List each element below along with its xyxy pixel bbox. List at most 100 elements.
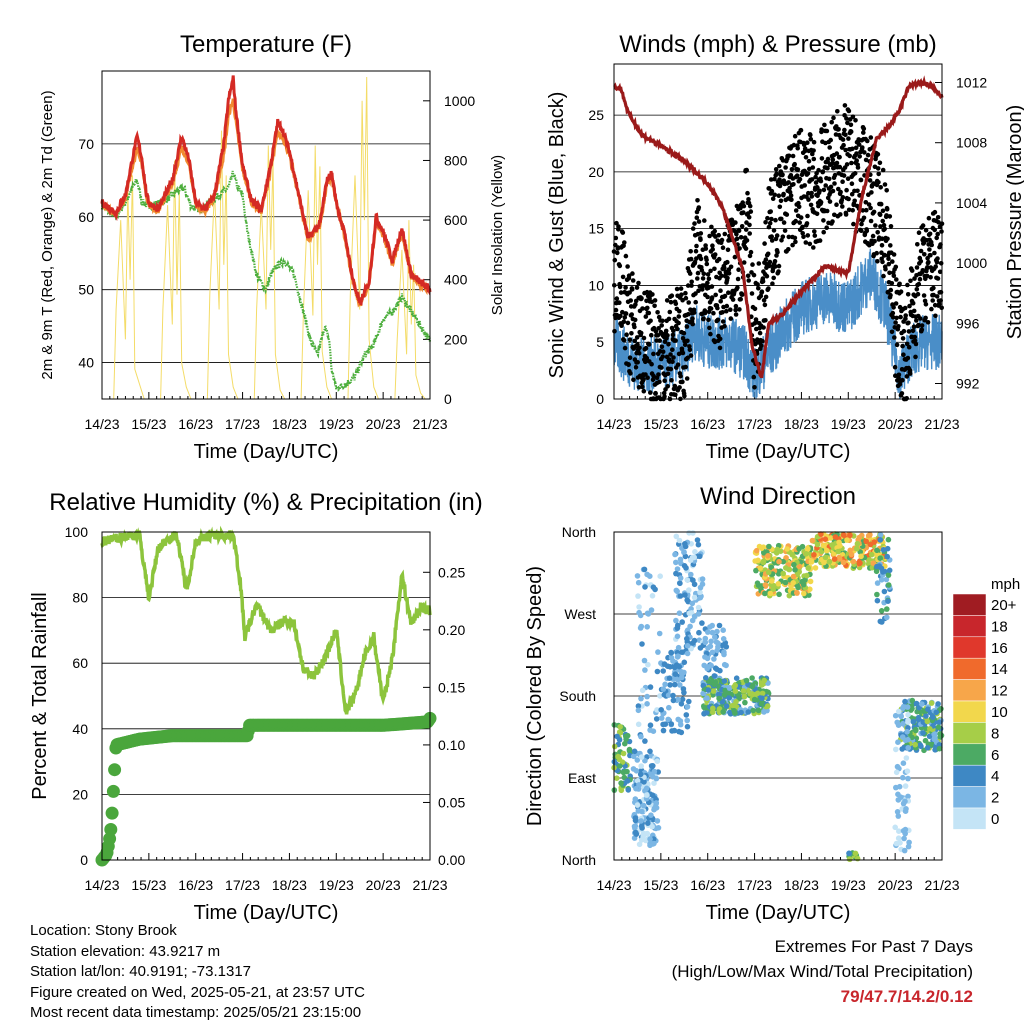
gust-point bbox=[918, 248, 924, 254]
wind-xtick-label: 21/23 bbox=[924, 416, 959, 432]
direction-point bbox=[710, 688, 717, 694]
gust-point bbox=[623, 253, 629, 259]
gust-point bbox=[747, 222, 752, 228]
extremes-box: Extremes For Past 7 Days (High/Low/Max W… bbox=[672, 934, 973, 1009]
gust-point bbox=[916, 281, 922, 287]
gust-point bbox=[617, 263, 623, 269]
direction-point bbox=[683, 712, 690, 718]
gust-point bbox=[872, 238, 877, 244]
gust-point bbox=[778, 198, 784, 204]
gust-point bbox=[880, 218, 885, 224]
colorbar-swatch bbox=[952, 764, 987, 787]
direction-point bbox=[836, 539, 842, 546]
gust-point bbox=[802, 183, 807, 188]
rh-y-label: Percent & Total Rainfall bbox=[29, 592, 51, 800]
direction-point bbox=[893, 784, 899, 791]
gust-point bbox=[668, 352, 673, 357]
gust-point bbox=[787, 185, 792, 191]
gust-point bbox=[911, 324, 917, 330]
gust-point bbox=[712, 252, 718, 257]
dir-ytick-label: West bbox=[564, 606, 596, 622]
gust-point bbox=[688, 256, 694, 262]
direction-point bbox=[762, 582, 769, 588]
gust-point bbox=[932, 209, 938, 215]
gust-point bbox=[685, 338, 690, 344]
gust-point bbox=[838, 212, 843, 217]
direction-point bbox=[874, 597, 881, 604]
direction-point bbox=[620, 750, 627, 757]
gust-point bbox=[662, 339, 668, 345]
direction-point bbox=[682, 592, 688, 598]
gust-point bbox=[875, 152, 881, 157]
temp-ytick-label: 60 bbox=[78, 209, 94, 225]
gust-point bbox=[880, 259, 885, 265]
direction-point bbox=[805, 565, 812, 571]
direction-point bbox=[638, 754, 645, 760]
rh-xtick-label: 19/23 bbox=[319, 877, 354, 893]
colorbar-swatch bbox=[952, 700, 987, 723]
direction-point bbox=[782, 579, 789, 586]
gust-point bbox=[686, 300, 691, 305]
dir-xtick-label: 14/23 bbox=[596, 877, 631, 893]
direction-point bbox=[936, 719, 942, 726]
gust-point bbox=[883, 266, 888, 272]
gust-point bbox=[689, 279, 694, 285]
direction-point bbox=[656, 630, 663, 637]
gust-point bbox=[746, 278, 751, 283]
direction-point bbox=[912, 741, 918, 748]
gust-point bbox=[670, 347, 675, 353]
gust-point bbox=[769, 188, 775, 194]
gust-point bbox=[779, 238, 784, 243]
direction-point bbox=[900, 828, 907, 834]
gust-point bbox=[884, 207, 890, 212]
gust-point bbox=[740, 292, 745, 297]
wind-ytick-label: 20 bbox=[588, 164, 604, 180]
gust-point bbox=[789, 167, 795, 172]
gust-point bbox=[746, 197, 751, 202]
gust-point bbox=[670, 332, 676, 338]
direction-point bbox=[658, 707, 664, 713]
gust-point bbox=[632, 338, 637, 344]
gust-point bbox=[728, 316, 734, 321]
gust-point bbox=[684, 324, 690, 329]
gust-point bbox=[929, 242, 934, 248]
direction-point bbox=[820, 542, 827, 549]
wind-ytick-right-label: 992 bbox=[956, 375, 980, 391]
gust-point bbox=[614, 220, 619, 226]
direction-point bbox=[648, 763, 655, 769]
gust-point bbox=[891, 305, 896, 310]
gust-point bbox=[906, 329, 912, 334]
gust-point bbox=[615, 250, 620, 256]
gust-point bbox=[910, 328, 916, 334]
gust-point bbox=[623, 285, 628, 290]
gust-point bbox=[724, 308, 729, 314]
gust-point bbox=[781, 220, 787, 225]
direction-point bbox=[691, 637, 698, 644]
gust-point bbox=[886, 256, 891, 262]
direction-point bbox=[784, 546, 790, 552]
gust-point bbox=[934, 235, 939, 241]
gust-point bbox=[863, 200, 869, 205]
direction-point bbox=[809, 537, 816, 544]
gust-point bbox=[691, 310, 697, 315]
direction-point bbox=[832, 534, 839, 540]
direction-point bbox=[691, 554, 697, 561]
temp-xtick-label: 21/23 bbox=[412, 416, 447, 432]
gust-point bbox=[875, 230, 880, 235]
direction-point bbox=[884, 614, 890, 621]
direction-point bbox=[915, 716, 922, 723]
gust-point bbox=[640, 384, 645, 390]
dir-ytick-label: South bbox=[559, 688, 596, 704]
gust-point bbox=[809, 194, 815, 199]
gust-point bbox=[932, 250, 937, 256]
gust-point bbox=[879, 243, 885, 248]
gust-point bbox=[898, 314, 903, 320]
gust-point bbox=[821, 218, 826, 223]
gust-point bbox=[918, 316, 923, 321]
direction-point bbox=[932, 731, 938, 737]
direction-point bbox=[924, 745, 931, 751]
dir-ytick-label: East bbox=[568, 770, 596, 786]
gust-point bbox=[840, 204, 845, 209]
wind-xtick-label: 18/23 bbox=[784, 416, 819, 432]
gust-point bbox=[629, 312, 634, 317]
